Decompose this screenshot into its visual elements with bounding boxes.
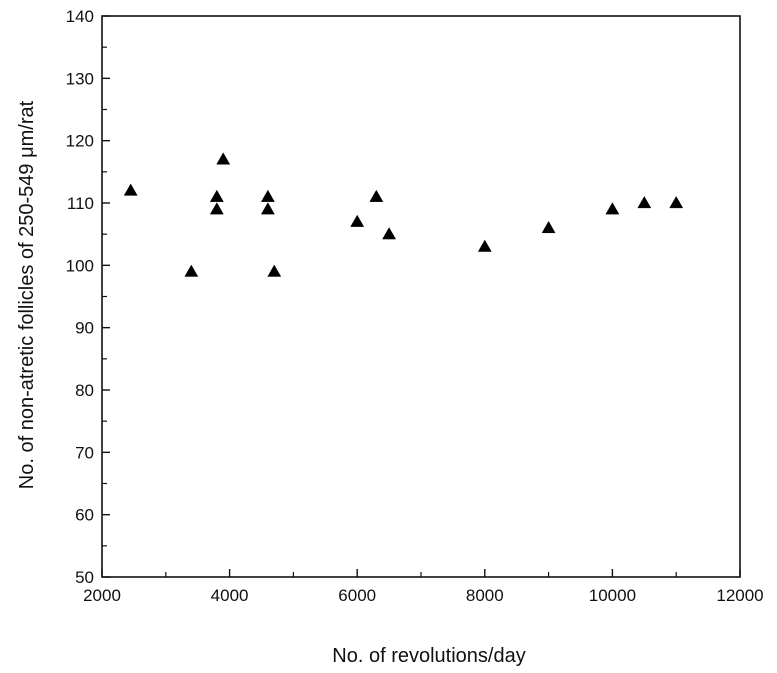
x-tick-label: 6000 — [338, 586, 376, 605]
x-tick-label: 8000 — [466, 586, 504, 605]
y-tick-label: 110 — [67, 194, 94, 213]
data-point — [260, 202, 275, 215]
y-tick-label: 140 — [66, 7, 94, 26]
data-point — [209, 202, 224, 215]
x-tick-label: 12000 — [716, 586, 763, 605]
data-point — [216, 152, 231, 165]
y-tick-label: 120 — [66, 132, 94, 151]
y-tick-label: 60 — [75, 506, 94, 525]
x-tick-label: 2000 — [83, 586, 121, 605]
x-axis: 2000 4000 6000 8000 10000 12000 — [83, 569, 764, 605]
data-point — [123, 183, 138, 196]
data-point — [350, 214, 365, 227]
x-tick-label: 10000 — [589, 586, 636, 605]
y-tick-label: 130 — [66, 69, 94, 88]
data-point — [267, 264, 282, 277]
plot-border — [101, 15, 741, 578]
y-tick-label: 100 — [66, 256, 94, 275]
x-tick-label: 4000 — [211, 586, 249, 605]
y-tick-label: 50 — [75, 568, 94, 587]
x-axis-title: No. of revolutions/day — [332, 645, 525, 667]
data-point — [669, 195, 684, 209]
y-axis-title: No. of non-atretic follicles of 250-549 … — [16, 100, 38, 489]
data-point — [541, 220, 556, 234]
data-point — [184, 264, 199, 277]
data-point — [369, 189, 384, 202]
data-point — [260, 189, 275, 202]
data-point — [209, 189, 224, 202]
y-tick-label: 90 — [75, 319, 94, 338]
data-point — [605, 202, 620, 215]
y-axis: 50 60 70 80 90 100 110 120 130 140 — [66, 7, 110, 587]
y-tick-label: 80 — [75, 381, 94, 400]
plot-area — [101, 15, 741, 578]
data-point — [382, 227, 397, 240]
y-tick-label: 70 — [75, 443, 94, 462]
data-point — [477, 239, 492, 252]
data-points — [123, 152, 684, 277]
data-point — [637, 195, 652, 209]
